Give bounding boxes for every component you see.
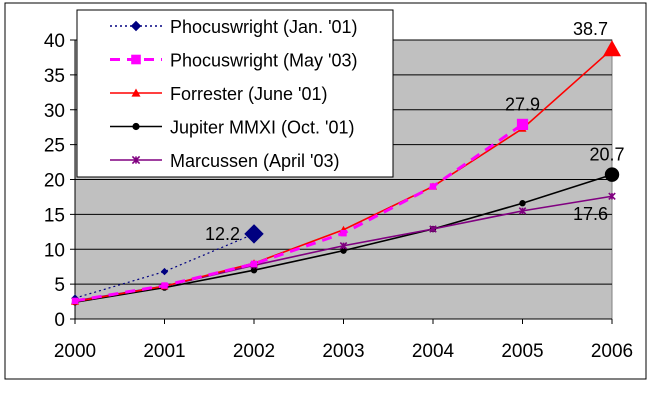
data-label: 17.6: [573, 204, 608, 224]
legend-marker-4: [131, 155, 141, 165]
y-tick-label: 30: [44, 101, 65, 122]
series-point-4: [518, 207, 527, 215]
series-point-3: [604, 167, 620, 182]
data-label: 20.7: [589, 145, 624, 165]
y-tick-label: 40: [44, 31, 65, 52]
series-point-0: [160, 267, 169, 276]
data-label: 27.9: [505, 94, 540, 114]
x-tick-label: 2000: [54, 341, 96, 362]
series-point-1: [161, 282, 168, 289]
series-line-1: [74, 123, 524, 303]
legend-label: Marcussen (April '03): [170, 151, 340, 171]
data-label: 38.7: [573, 19, 608, 39]
series-point-4: [339, 241, 348, 250]
y-tick-label: 20: [44, 171, 65, 192]
data-label: 12.2: [205, 224, 240, 244]
series-point-1: [250, 260, 258, 268]
legend-label: Forrester (June '01): [170, 84, 328, 104]
y-tick-label: 35: [44, 66, 65, 87]
legend-label: Jupiter MMXI (Oct. '01): [170, 118, 354, 138]
legend-label: Phocuswright (Jan. '01): [170, 17, 358, 37]
x-tick-label: 2006: [591, 341, 633, 362]
legend-label: Phocuswright (May '03): [170, 51, 358, 71]
legend-marker-2: [131, 88, 141, 97]
legend-marker-3: [132, 122, 140, 131]
y-tick-label: 5: [54, 275, 65, 296]
y-tick-label: 10: [44, 240, 65, 261]
series-point-4: [608, 192, 616, 201]
x-tick-label: 2004: [412, 341, 455, 362]
series-point-3: [250, 266, 258, 274]
x-tick-label: 2005: [501, 341, 543, 362]
series-point-0: [244, 224, 264, 244]
series-point-1: [516, 118, 529, 130]
y-tick-label: 0: [54, 310, 65, 331]
series-point-1: [71, 297, 79, 305]
series-point-1: [340, 230, 347, 237]
series-point-3: [519, 200, 526, 207]
x-tick-label: 2001: [143, 341, 185, 362]
y-tick-label: 15: [44, 205, 65, 226]
legend-marker-0: [130, 20, 142, 32]
series-point-2: [603, 40, 621, 57]
y-tick-label: 25: [44, 136, 65, 157]
legend-marker-1: [131, 54, 141, 65]
x-tick-label: 2003: [322, 341, 364, 362]
series-point-3: [340, 247, 347, 254]
series-line-0: [74, 233, 255, 299]
x-tick-label: 2002: [233, 341, 275, 362]
series-point-4: [429, 225, 437, 233]
series-point-1: [429, 183, 437, 190]
